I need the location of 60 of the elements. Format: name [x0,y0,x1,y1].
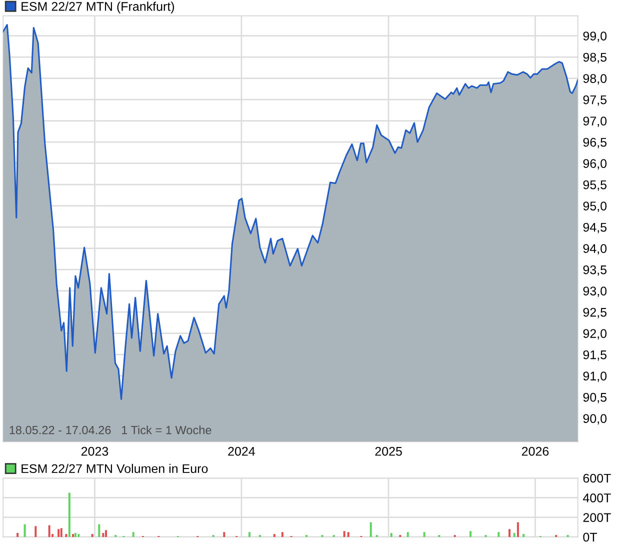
y-tick-label: 92,0 [583,329,607,340]
bar [68,492,70,537]
y-tick-label: 93,0 [583,286,607,297]
bar [516,522,519,537]
y-tick-label: 96,0 [583,159,607,170]
x-tick-label: 2023 [81,446,108,456]
bar [102,533,104,537]
y-tick-label: 99,0 [583,32,607,42]
y-tick-label: 98,5 [583,52,607,64]
y-tick-label: 94,0 [583,244,607,254]
bar [248,532,250,537]
bar [343,531,346,537]
y-tick-label: 95,5 [583,180,607,191]
bar [273,534,276,537]
y-tick-label: 96,5 [583,138,607,148]
bar [470,531,472,537]
bar [132,532,134,537]
bar [16,533,19,537]
y-tick-label: 93,5 [583,265,607,276]
y-tick-label: 0T [583,532,598,542]
y-tick-label: 600T [583,474,611,483]
legend-label: ESM 22/27 MTN Volumen in Euro [22,464,208,474]
bar [98,524,100,537]
bar [24,524,26,537]
bar [406,532,409,537]
y-tick-label: 98,0 [583,74,607,84]
bar [498,532,500,537]
bar [60,528,62,537]
y-tick-label: 90,5 [583,392,607,404]
y-tick-label: 94,5 [583,222,607,234]
bar [370,522,372,537]
bar [508,529,511,537]
bar [34,526,37,537]
x-tick-label: 2025 [375,446,402,456]
bar [347,532,350,537]
x-tick-label: 2026 [522,446,549,456]
bar [522,534,525,537]
bar [104,530,107,537]
y-tick-label: 91,5 [583,350,607,361]
bar [390,533,392,537]
annotation: 18.05.22 - 17.04.26 1 Tick = 1 Woche [10,426,212,434]
y-tick-label: 90,0 [583,414,607,424]
legend-label: ESM 22/27 MTN (Frankfurt) [22,2,174,14]
y-tick-label: 97,0 [583,116,607,127]
bar [513,533,516,537]
y-tick-label: 92,5 [583,308,607,318]
bar [223,532,226,537]
bar [281,532,284,537]
y-tick-label: 97,5 [583,95,607,106]
bar [78,534,80,537]
bar [91,534,94,537]
x-tick-label: 2024 [228,446,255,456]
y-tick-label: 400T [582,493,611,502]
bar [48,525,50,537]
y-tick-label: 91,0 [583,372,607,382]
bar [423,532,426,537]
bar [65,534,68,537]
y-tick-label: 200T [583,513,611,522]
bar [58,529,60,537]
y-tick-label: 95,0 [583,202,607,212]
